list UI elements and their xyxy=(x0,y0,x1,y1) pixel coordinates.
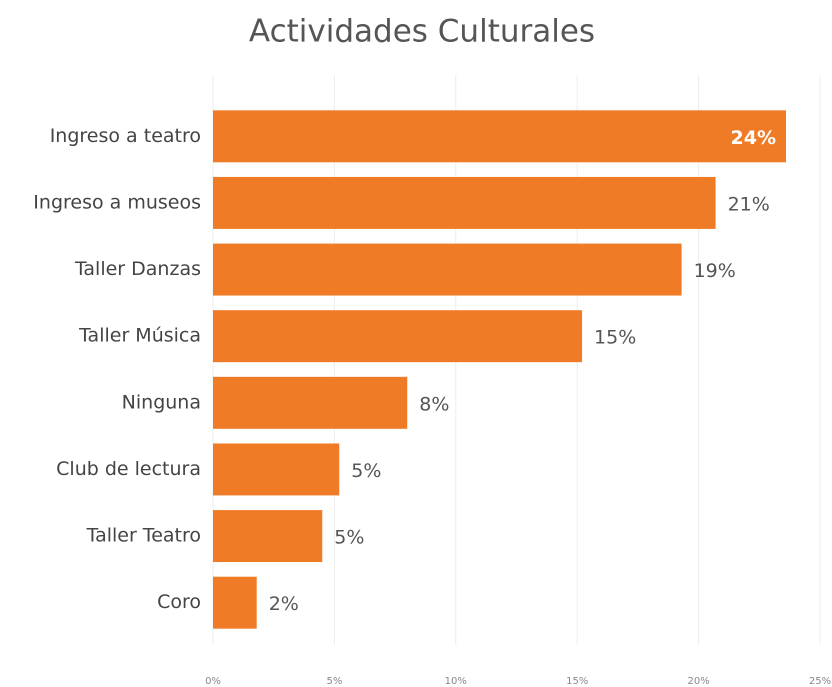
bar xyxy=(213,176,716,229)
bar xyxy=(213,443,340,496)
x-tick-label: 10% xyxy=(445,676,467,687)
x-tick-label: 5% xyxy=(326,676,342,687)
data-label: 5% xyxy=(351,460,381,482)
y-tick-label: Ingreso a teatro xyxy=(50,125,201,147)
y-tick-label: Taller Música xyxy=(78,325,201,347)
y-tick-label: Taller Danzas xyxy=(74,258,201,280)
x-tick-label: 25% xyxy=(809,676,831,687)
bar xyxy=(213,243,682,296)
chart-title: Actividades Culturales xyxy=(249,14,595,50)
y-tick-label: Taller Teatro xyxy=(86,525,201,547)
data-label: 8% xyxy=(419,393,449,415)
x-tick-label: 20% xyxy=(687,676,709,687)
data-label: 2% xyxy=(269,593,299,615)
data-label: 24% xyxy=(731,127,776,149)
bar xyxy=(213,110,787,163)
data-label: 21% xyxy=(728,193,770,215)
data-label: 5% xyxy=(334,527,364,549)
bar xyxy=(213,576,257,629)
bar xyxy=(213,376,408,429)
y-tick-label: Club de lectura xyxy=(56,458,201,480)
y-tick-label: Ninguna xyxy=(122,391,201,413)
y-tick-label: Ingreso a museos xyxy=(33,191,201,213)
bar xyxy=(213,510,323,563)
x-tick-label: 0% xyxy=(205,676,221,687)
y-tick-label: Coro xyxy=(157,591,201,613)
data-label: 19% xyxy=(694,260,736,282)
data-label: 15% xyxy=(594,327,636,349)
x-tick-label: 15% xyxy=(566,676,588,687)
bar xyxy=(213,310,583,363)
